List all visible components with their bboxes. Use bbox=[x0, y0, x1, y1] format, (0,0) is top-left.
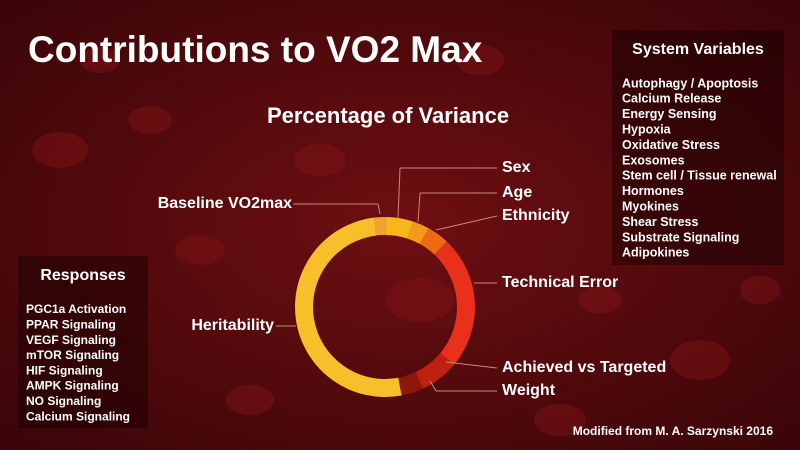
list-item: Calcium Release bbox=[622, 92, 721, 106]
donut-segment bbox=[374, 217, 386, 236]
system-list: Autophagy / Apoptosis Calcium ReleaseEner… bbox=[622, 76, 777, 259]
segment-label: Sex bbox=[502, 159, 531, 176]
donut-segment bbox=[415, 353, 455, 389]
list-item: Oxidative Stress bbox=[622, 138, 720, 152]
donut-segment bbox=[398, 372, 424, 396]
segment-label: Baseline VO2max bbox=[158, 195, 292, 212]
panel-title: System Variables bbox=[632, 41, 764, 58]
donut-segment bbox=[294, 217, 402, 398]
system-panel bbox=[612, 30, 784, 265]
list-item: Energy Sensing bbox=[622, 107, 716, 121]
responses-panel bbox=[18, 256, 148, 428]
segment-label: Ethnicity bbox=[502, 207, 570, 224]
donut-segment bbox=[407, 221, 429, 245]
panel-title: Responses bbox=[40, 267, 125, 284]
list-item: VEGF Signaling bbox=[26, 333, 116, 347]
donut-segment bbox=[434, 241, 476, 365]
list-item: Myokines bbox=[622, 199, 679, 213]
blood-cells bbox=[32, 45, 780, 436]
list-item: Shear Stress bbox=[622, 215, 698, 229]
credit: Modified from M. A. Sarzynski 2016 bbox=[573, 424, 774, 438]
list-item: Stem cell / Tissue renewal bbox=[622, 169, 777, 183]
subtitle: Percentage of Variance bbox=[267, 103, 509, 128]
list-item: mTOR Signaling bbox=[26, 348, 119, 362]
list-item: PPAR Signaling bbox=[26, 317, 116, 331]
list-item: Hormones bbox=[622, 184, 684, 198]
list-item: AMPK Signaling bbox=[26, 379, 119, 393]
list-item: Adipokines bbox=[622, 246, 689, 260]
donut-segment bbox=[419, 228, 447, 255]
donut bbox=[294, 217, 476, 398]
list-item: Calcium Signaling bbox=[26, 409, 130, 423]
list-item: NO Signaling bbox=[26, 394, 101, 408]
list-item: HIF Signaling bbox=[26, 363, 103, 377]
segment-label: Age bbox=[502, 184, 532, 201]
list-item: PGC1a Activation bbox=[26, 302, 126, 316]
segment-label: Heritability bbox=[191, 317, 274, 334]
list-item: Substrate Signaling bbox=[622, 230, 739, 244]
donut-segment bbox=[385, 217, 414, 239]
segment-label: Weight bbox=[502, 382, 556, 399]
segment-label: Technical Error bbox=[502, 274, 618, 291]
list-item: Hypoxia bbox=[622, 122, 672, 136]
list-item: Exosomes bbox=[622, 153, 685, 167]
leader-lines bbox=[276, 167, 498, 392]
title: Contributions to VO2 Max bbox=[28, 29, 483, 70]
segment-label: Achieved vs Targeted bbox=[502, 359, 666, 376]
list-item: Autophagy / Apoptosis bbox=[622, 76, 758, 90]
